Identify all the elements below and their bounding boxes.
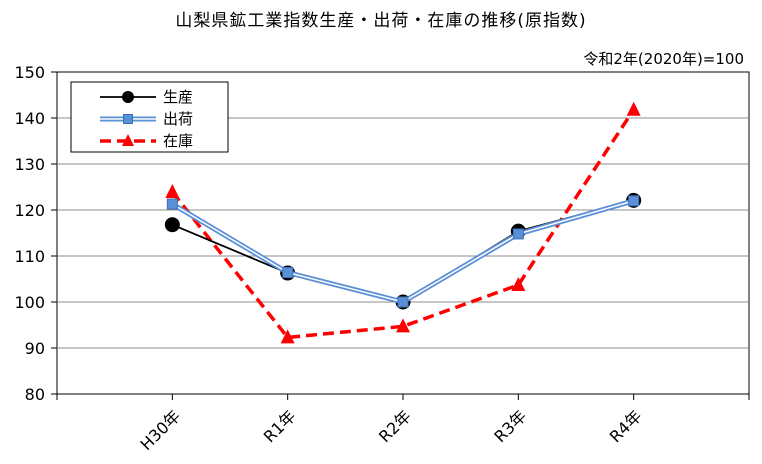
data-point-square <box>166 198 178 210</box>
data-point-triangle <box>165 184 180 199</box>
data-point-triangle <box>122 134 134 146</box>
series-triangle <box>165 101 641 344</box>
data-point-square <box>282 267 294 279</box>
series-square <box>166 195 640 308</box>
series-layer <box>164 101 642 344</box>
data-point-triangle <box>396 318 410 333</box>
y-tick-label: 120 <box>14 201 45 220</box>
data-point-square <box>123 114 133 124</box>
x-axis-ticks: H30年 R1年 R2年 R3年 R4年 <box>56 394 750 454</box>
x-tick-label: R1年 <box>260 406 300 446</box>
data-point-triangle <box>280 329 295 344</box>
legend-item: 生産 <box>100 88 193 106</box>
chart-title: 山梨県鉱工業指数生産・出荷・在庫の推移(原指数) <box>175 11 587 31</box>
y-tick-label: 110 <box>14 247 45 266</box>
data-point-circle <box>164 217 180 233</box>
y-axis-ticks: 80 90 100 110 120 130 140 150 <box>14 63 57 404</box>
x-tick-label: R3年 <box>490 406 530 446</box>
data-point-circle <box>122 91 134 103</box>
series-line <box>170 108 636 340</box>
chart-subtitle: 令和2年(2020年)=100 <box>583 50 744 68</box>
legend-item: 出荷 <box>100 110 193 128</box>
x-tick-label: R2年 <box>375 406 415 446</box>
data-point-square <box>512 228 524 240</box>
y-tick-label: 90 <box>25 339 45 358</box>
x-tick-label: R4年 <box>606 406 646 446</box>
data-point-triangle <box>626 101 641 116</box>
data-point-square <box>397 296 409 308</box>
gridlines <box>57 117 749 349</box>
legend-label: 生産 <box>163 88 193 106</box>
legend-label: 出荷 <box>163 110 193 128</box>
y-tick-label: 130 <box>14 155 45 174</box>
y-tick-label: 100 <box>14 293 45 312</box>
y-tick-label: 140 <box>14 109 45 128</box>
legend-item: 在庫 <box>100 132 193 150</box>
y-tick-label: 80 <box>25 385 45 404</box>
x-tick-label: H30年 <box>137 406 185 454</box>
data-point-triangle <box>511 276 526 291</box>
legend-label: 在庫 <box>163 132 193 150</box>
y-tick-label: 150 <box>14 63 45 82</box>
data-point-square <box>628 195 640 207</box>
